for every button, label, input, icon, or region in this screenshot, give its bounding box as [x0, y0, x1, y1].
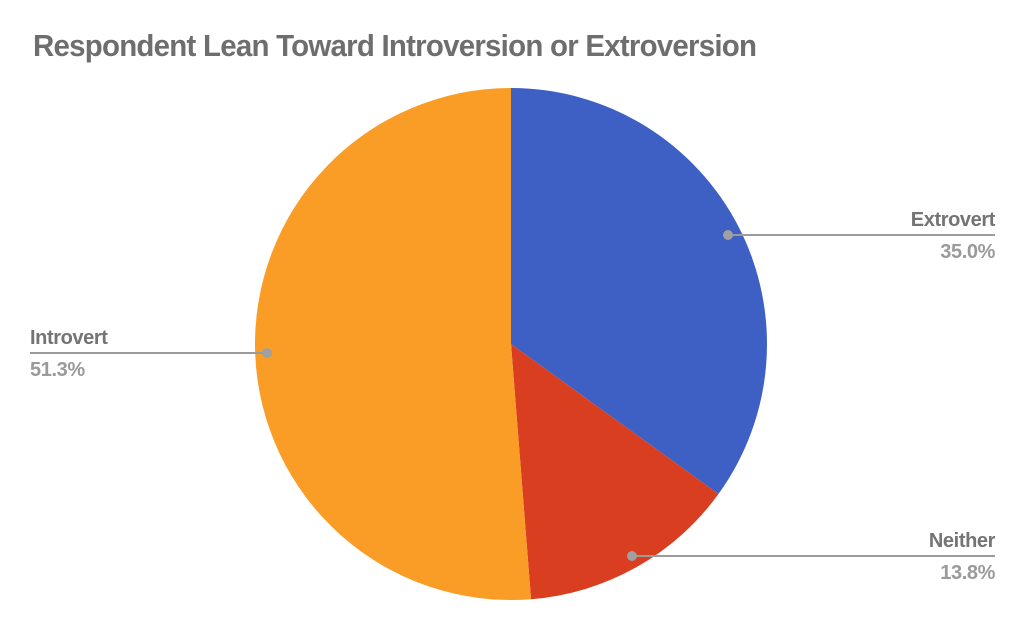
introvert-leader-line	[30, 352, 267, 354]
pie-slice-introvert	[254, 88, 532, 600]
chart-title: Respondent Lean Toward Introversion or E…	[33, 28, 757, 63]
extrovert-leader-line	[728, 234, 995, 236]
introvert-leader-dot	[262, 348, 272, 358]
extrovert-leader-dot	[723, 230, 733, 240]
extrovert-percent: 35.0%	[940, 241, 995, 263]
introvert-label: Introvert	[30, 327, 108, 349]
neither-label: Neither	[928, 530, 996, 552]
neither-percent: 13.8%	[940, 562, 995, 584]
extrovert-label: Extrovert	[910, 209, 996, 231]
introvert-percent: 51.3%	[30, 359, 85, 381]
neither-leader-line	[632, 555, 995, 557]
pie-slice-neither	[511, 344, 719, 600]
pie-slice-extrovert	[511, 88, 767, 495]
neither-leader-dot	[627, 551, 637, 561]
